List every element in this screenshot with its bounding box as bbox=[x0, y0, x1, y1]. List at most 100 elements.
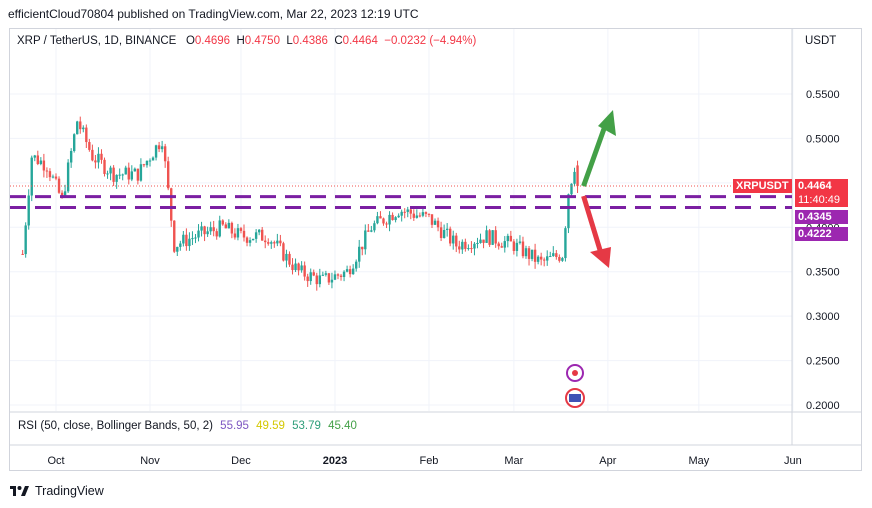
candle-body bbox=[100, 153, 103, 160]
candle-body bbox=[345, 269, 349, 272]
candle-body bbox=[421, 212, 425, 216]
candle-body bbox=[476, 242, 479, 244]
candle-body bbox=[36, 155, 40, 164]
brand-name: TradingView bbox=[35, 484, 104, 498]
candle-body bbox=[470, 248, 473, 250]
candle-body bbox=[39, 160, 43, 164]
candle-body bbox=[358, 246, 361, 262]
change-value: −0.0232 (−4.94%) bbox=[384, 35, 477, 47]
candle-body bbox=[260, 229, 264, 241]
candle-body bbox=[48, 171, 52, 178]
countdown-value: 11:40:49 bbox=[798, 194, 841, 206]
candle-body bbox=[127, 167, 130, 180]
x-tick-label: Mar bbox=[504, 455, 523, 467]
candle-body bbox=[42, 160, 46, 171]
candle-body bbox=[473, 243, 476, 249]
candle-body bbox=[69, 150, 73, 163]
candle-body bbox=[406, 209, 409, 212]
candle-body bbox=[51, 176, 55, 178]
x-tick-label: Apr bbox=[599, 455, 616, 467]
candle-body bbox=[430, 214, 434, 225]
candle-body bbox=[27, 195, 30, 226]
candle-body bbox=[549, 256, 552, 258]
rsi-value-3: 53.79 bbox=[292, 420, 321, 432]
candle-body bbox=[351, 268, 355, 275]
candle-body bbox=[282, 243, 285, 261]
high-label: H bbox=[236, 35, 245, 47]
candle-body bbox=[536, 256, 540, 262]
candle-body bbox=[79, 121, 82, 130]
candle-body bbox=[333, 274, 337, 280]
candle-body bbox=[479, 239, 482, 243]
x-tick-label: Oct bbox=[47, 455, 64, 467]
candle-body bbox=[30, 157, 33, 196]
candle-body bbox=[321, 274, 325, 276]
candle-body bbox=[300, 265, 303, 271]
candle-body bbox=[176, 246, 179, 252]
open-label: O bbox=[185, 35, 195, 47]
candle-body bbox=[415, 215, 419, 218]
candle-body bbox=[200, 226, 203, 231]
candle-body bbox=[521, 241, 525, 257]
rsi-value-1: 55.95 bbox=[220, 420, 249, 432]
rsi-legend[interactable]: RSI (50, close, Bollinger Bands, 50, 2) … bbox=[18, 420, 361, 432]
candle-body bbox=[121, 174, 124, 176]
candle-body bbox=[576, 165, 579, 187]
candle-body bbox=[552, 253, 555, 257]
candle-body bbox=[276, 240, 279, 244]
candle-body bbox=[527, 248, 531, 259]
x-tick-label: Feb bbox=[419, 455, 438, 467]
candle-body bbox=[264, 240, 267, 243]
candle-body bbox=[361, 246, 364, 250]
candle-body bbox=[330, 279, 334, 283]
candle-body bbox=[494, 230, 497, 244]
brand[interactable]: TradingView bbox=[10, 484, 104, 498]
close-label: C bbox=[334, 35, 343, 47]
candle-body bbox=[233, 233, 237, 238]
level-upper-value: 0.4345 bbox=[798, 211, 832, 223]
chart-frame[interactable] bbox=[9, 28, 862, 471]
candle-body bbox=[512, 241, 516, 251]
symbol-name[interactable]: XRP / TetherUS, 1D, BINANCE bbox=[17, 35, 177, 47]
candle-body bbox=[145, 160, 149, 166]
candle-body bbox=[546, 256, 549, 261]
candle-body bbox=[185, 234, 188, 247]
candle-body bbox=[442, 229, 446, 238]
y-tick-label: 0.5000 bbox=[806, 133, 840, 145]
low-value: 0.4386 bbox=[292, 35, 328, 47]
candle-body bbox=[573, 171, 576, 184]
candle-body bbox=[458, 246, 461, 250]
candle-body bbox=[242, 230, 246, 238]
candle-body bbox=[112, 167, 115, 182]
candle-body bbox=[412, 213, 416, 218]
candle-body bbox=[452, 235, 455, 244]
x-tick-label: Dec bbox=[231, 455, 251, 467]
candle-body bbox=[309, 272, 312, 282]
candle-body bbox=[212, 227, 215, 232]
candle-body bbox=[530, 249, 534, 259]
x-tick-label: 2023 bbox=[323, 455, 347, 467]
candle-body bbox=[376, 216, 379, 224]
currency-label[interactable]: USDT bbox=[805, 35, 837, 47]
candle-body bbox=[482, 239, 485, 243]
candle-body bbox=[57, 178, 61, 193]
candle-body bbox=[230, 222, 234, 234]
candle-body bbox=[85, 127, 88, 143]
candle-body bbox=[370, 230, 373, 232]
candle-body bbox=[448, 228, 452, 244]
rsi-value-4: 45.40 bbox=[328, 420, 357, 432]
candle-body bbox=[118, 174, 121, 176]
candle-body bbox=[364, 230, 367, 250]
candle-body bbox=[391, 214, 394, 221]
high-value: 0.4750 bbox=[244, 35, 280, 47]
tradingview-logo-icon bbox=[10, 486, 29, 496]
candle-body bbox=[388, 214, 391, 225]
candle-body bbox=[445, 228, 449, 230]
candle-body bbox=[236, 228, 240, 238]
candle-body bbox=[257, 229, 261, 233]
candle-body bbox=[179, 243, 182, 247]
candle-body bbox=[254, 232, 258, 239]
candle-body bbox=[82, 127, 85, 130]
candle-body bbox=[354, 261, 358, 269]
